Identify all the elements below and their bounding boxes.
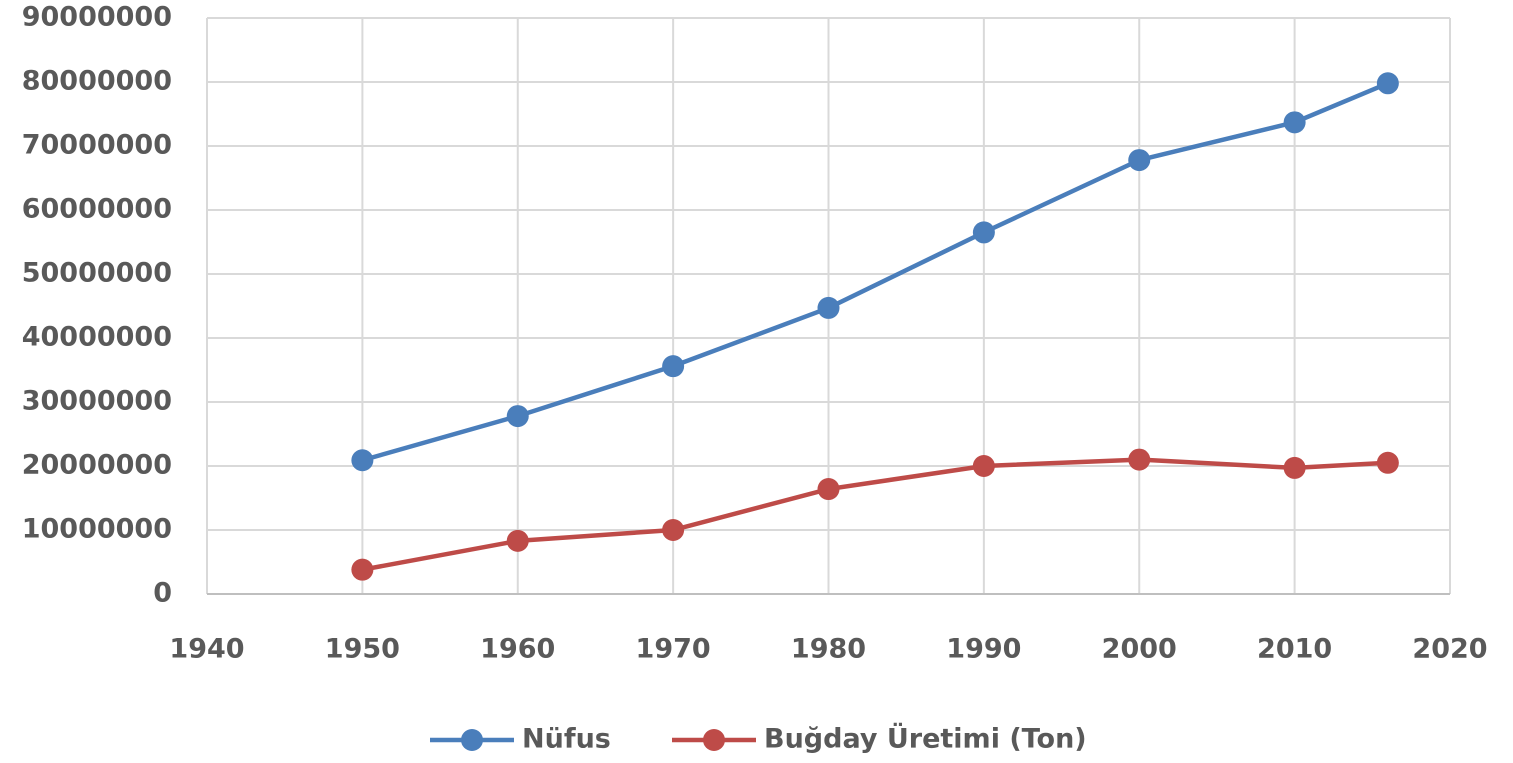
y-tick-label: 90000000 — [22, 2, 172, 33]
data-point — [662, 519, 685, 541]
data-point — [506, 405, 529, 428]
data-point — [817, 478, 840, 501]
x-tick-label: 2000 — [1102, 634, 1177, 665]
x-tick-label: 1960 — [480, 634, 555, 665]
series-line — [361, 457, 1388, 572]
legend-label: Nüfus — [522, 724, 611, 755]
data-point — [351, 449, 374, 472]
y-tick-label: 40000000 — [22, 322, 172, 353]
x-tick-label: 1940 — [169, 634, 244, 665]
data-point — [1128, 448, 1151, 471]
data-point — [972, 221, 995, 244]
y-tick-label: 50000000 — [22, 258, 172, 289]
data-point — [972, 455, 995, 477]
x-tick-label: 1980 — [791, 634, 866, 665]
y-tick-label: 0 — [153, 578, 172, 609]
y-tick-label: 20000000 — [22, 450, 172, 481]
x-tick-label: 2010 — [1257, 634, 1332, 665]
legend-marker — [461, 729, 483, 751]
data-point — [1128, 149, 1151, 172]
data-point — [1283, 456, 1306, 479]
data-point — [662, 355, 685, 378]
y-tick-label: 70000000 — [22, 130, 172, 161]
data-point — [1283, 111, 1306, 134]
legend-label: Buğday Üretimi (Ton) — [764, 722, 1087, 755]
data-point — [1376, 451, 1399, 474]
data-point — [817, 296, 840, 319]
data-point — [351, 558, 374, 581]
y-tick-label: 30000000 — [22, 386, 172, 417]
x-tick-label: 1990 — [946, 634, 1021, 665]
x-tick-label: 1950 — [325, 634, 400, 665]
y-tick-label: 60000000 — [22, 194, 172, 225]
y-tick-label: 10000000 — [22, 514, 172, 545]
x-tick-label: 2020 — [1412, 634, 1487, 665]
x-tick-label: 1970 — [636, 634, 711, 665]
legend-marker — [703, 729, 725, 751]
y-tick-label: 80000000 — [22, 66, 172, 97]
series-line — [361, 81, 1389, 463]
data-point — [1376, 72, 1399, 95]
data-point — [506, 529, 529, 552]
